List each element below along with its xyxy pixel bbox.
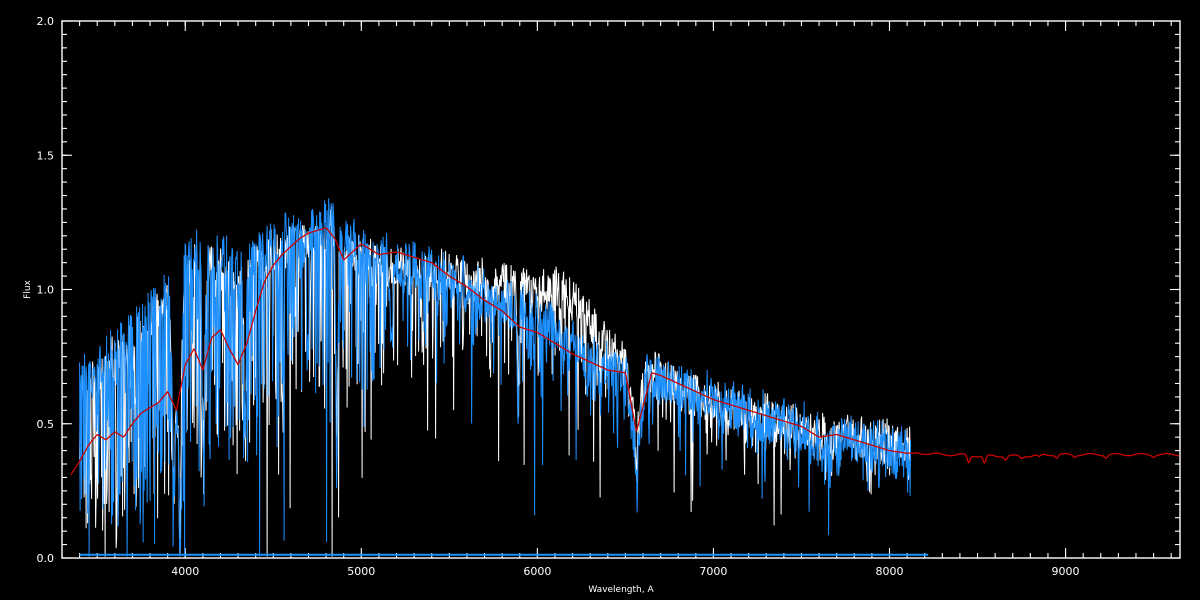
x-tick-label: 9000 (1052, 565, 1080, 578)
tick-labels-group: 4000 5000 6000 7000 8000 9000 0.0 0.5 1.0 1.5 2.0 (37, 15, 1080, 578)
model-spectrum-red (70, 227, 1180, 476)
series-group (70, 198, 1180, 557)
x-tick-label: 4000 (171, 565, 199, 578)
x-axis-title: Wavelength, A (588, 585, 654, 595)
observed-spectrum-blue (79, 198, 912, 557)
y-tick-label: 0.5 (37, 418, 55, 431)
x-tick-label: 8000 (875, 565, 903, 578)
x-tick-label: 6000 (523, 565, 551, 578)
observed-spectrum-blue-path (79, 198, 912, 557)
y-tick-label: 0.0 (37, 552, 55, 565)
y-tick-label: 2.0 (37, 15, 55, 28)
axis-titles-group: Wavelength, A Flux (23, 279, 654, 595)
x-tick-label: 7000 (699, 565, 727, 578)
model-spectrum-red-path (70, 227, 1180, 476)
y-tick-label: 1.5 (37, 149, 55, 162)
y-tick-label: 1.0 (37, 284, 55, 297)
y-axis-title: Flux (23, 279, 33, 298)
x-tick-label: 5000 (347, 565, 375, 578)
